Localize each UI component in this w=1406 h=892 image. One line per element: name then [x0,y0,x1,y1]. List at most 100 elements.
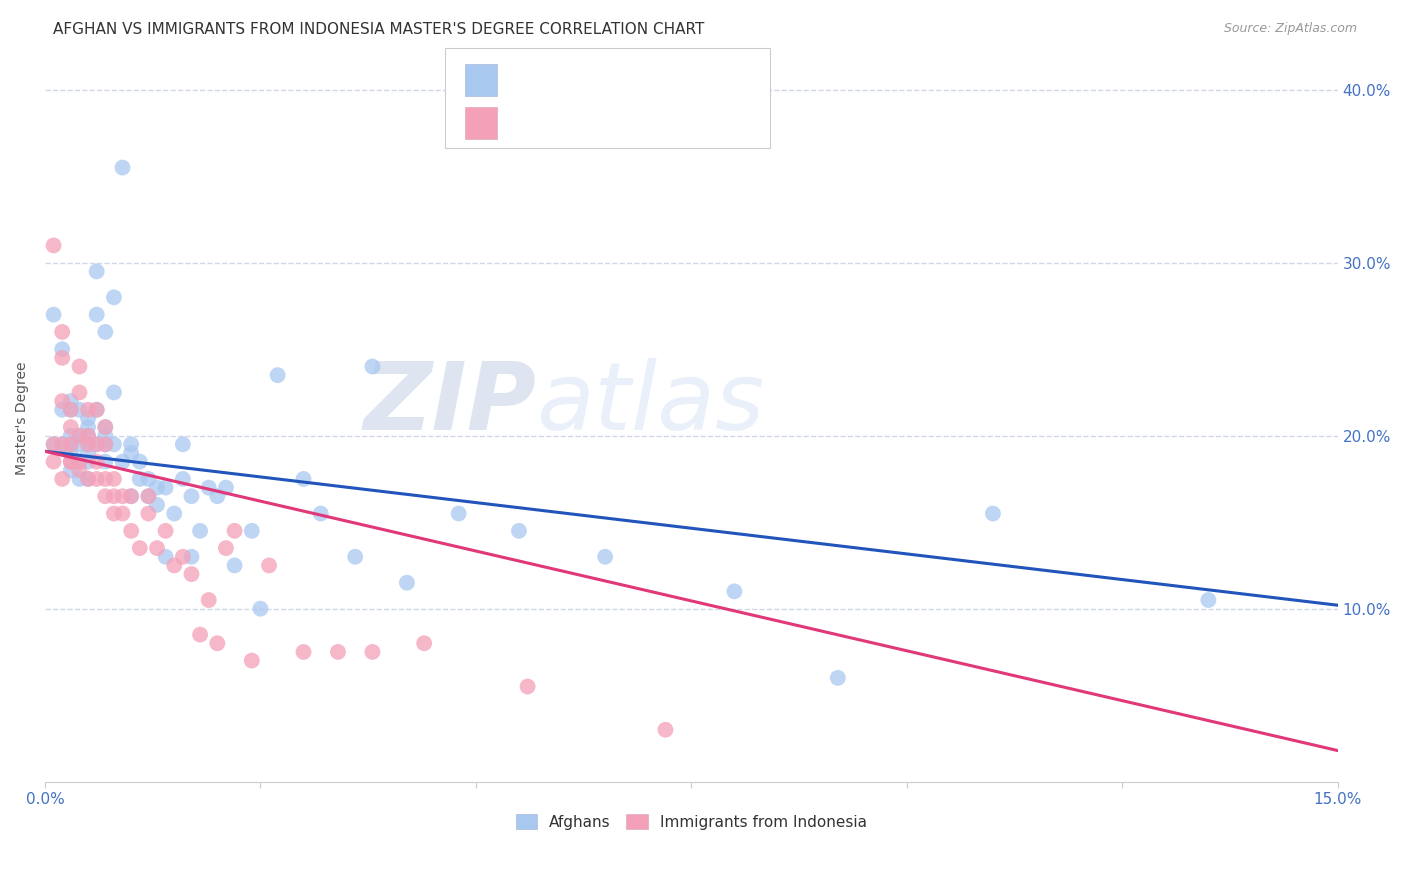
Text: -0.379: -0.379 [547,115,602,130]
Point [42,238,65,252]
Point [86,264,108,278]
Point [69,402,91,417]
Point [197,481,219,495]
Point [86,402,108,417]
Point [138,507,160,521]
Point [266,368,288,383]
Point [146,481,169,495]
Point [215,481,238,495]
Point [86,402,108,417]
Point [180,489,202,503]
Point [292,472,315,486]
Point [69,385,91,400]
Text: N =: N = [606,115,640,130]
Point [207,489,229,503]
Point [249,601,271,615]
Point [103,385,125,400]
Text: atlas: atlas [536,359,765,450]
Point [240,524,263,538]
Point [344,549,367,564]
Point [138,489,160,503]
Point [257,558,280,573]
Text: N =: N = [606,72,640,87]
Y-axis label: Master's Degree: Master's Degree [15,361,30,475]
Point [723,584,745,599]
Text: -0.166: -0.166 [547,72,602,87]
Point [69,428,91,442]
Point [94,325,117,339]
Point [361,359,384,374]
Point [138,489,160,503]
Point [69,455,91,469]
Point [77,402,100,417]
Point [172,549,194,564]
Point [103,437,125,451]
Point [94,437,117,451]
Point [120,524,142,538]
Point [86,455,108,469]
Point [51,402,73,417]
Point [508,524,530,538]
Point [155,549,177,564]
Point [138,472,160,486]
Point [77,428,100,442]
Point [69,437,91,451]
Point [128,472,150,486]
Point [77,437,100,451]
Point [447,507,470,521]
Point [163,558,186,573]
Text: AFGHAN VS IMMIGRANTS FROM INDONESIA MASTER'S DEGREE CORRELATION CHART: AFGHAN VS IMMIGRANTS FROM INDONESIA MAST… [53,22,704,37]
Point [69,472,91,486]
Point [163,507,186,521]
Point [59,402,82,417]
Text: R =: R = [510,115,543,130]
Point [59,394,82,409]
Point [103,489,125,503]
Point [59,420,82,434]
Point [77,472,100,486]
Point [309,507,332,521]
Point [120,489,142,503]
Point [361,645,384,659]
Text: Source: ZipAtlas.com: Source: ZipAtlas.com [1223,22,1357,36]
Point [120,446,142,460]
Point [120,489,142,503]
Text: 74: 74 [645,72,666,87]
Point [215,541,238,556]
Point [94,455,117,469]
Text: R =: R = [510,72,543,87]
Point [180,567,202,582]
Point [51,472,73,486]
Point [128,541,150,556]
Point [188,524,211,538]
Point [197,593,219,607]
Point [103,290,125,304]
Point [86,437,108,451]
Point [77,455,100,469]
Point [77,446,100,460]
Point [111,161,134,175]
Point [77,411,100,425]
Point [69,463,91,477]
Point [94,428,117,442]
Point [59,428,82,442]
Point [69,455,91,469]
Point [77,428,100,442]
Point [395,575,418,590]
Point [207,636,229,650]
Point [94,420,117,434]
Point [86,308,108,322]
Point [326,645,349,659]
Point [103,507,125,521]
Point [111,489,134,503]
Point [146,541,169,556]
Point [42,437,65,451]
Point [827,671,849,685]
Point [1197,593,1219,607]
Point [981,507,1004,521]
Point [111,507,134,521]
Point [111,455,134,469]
Point [292,645,315,659]
Point [155,481,177,495]
Point [94,437,117,451]
